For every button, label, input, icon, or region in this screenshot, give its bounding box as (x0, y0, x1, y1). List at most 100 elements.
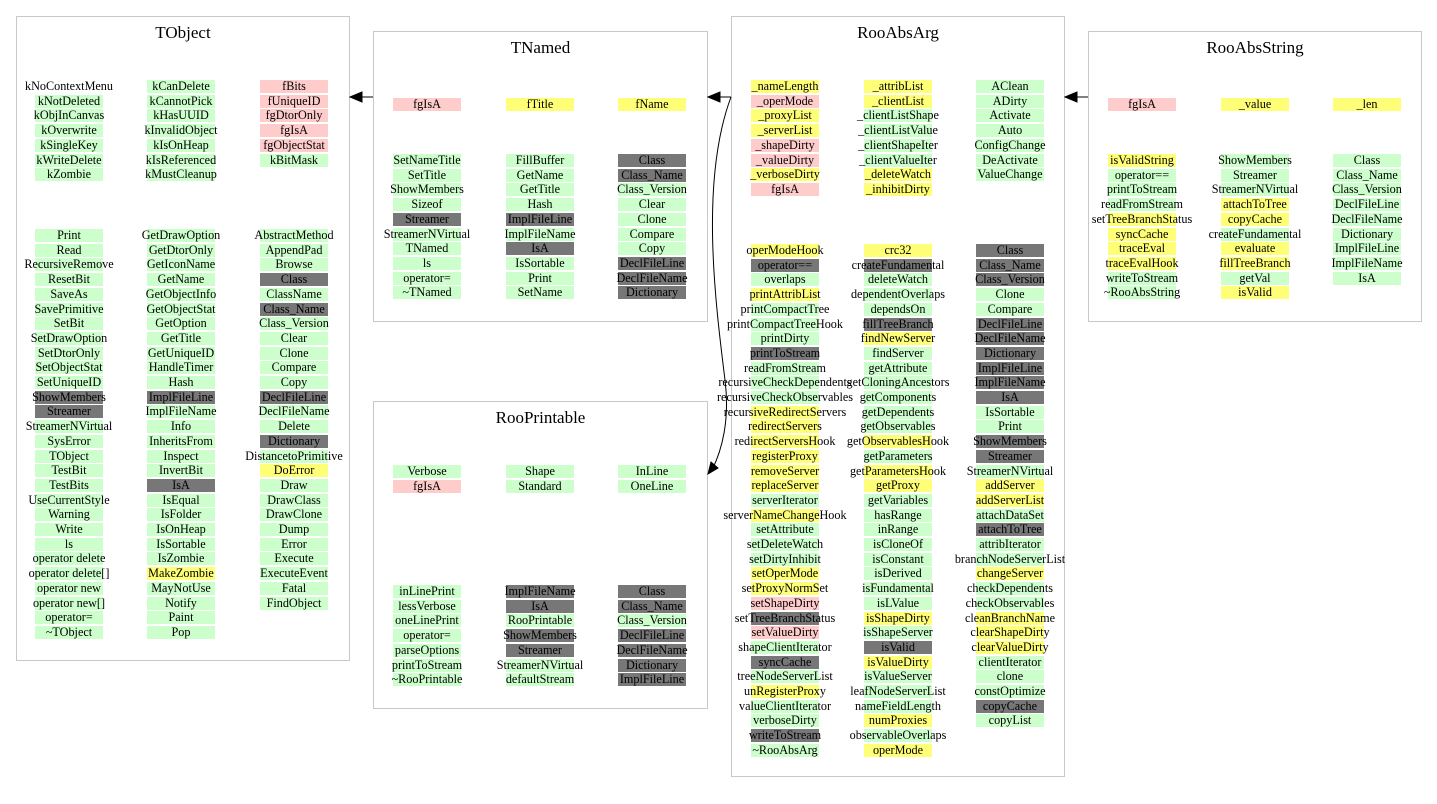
member-swatch (618, 599, 686, 613)
member-swatch (506, 271, 574, 285)
member-swatch (976, 567, 1044, 581)
member-rooabsstring-fgisa: fgIsA (1067, 98, 1217, 111)
member-swatch (35, 273, 103, 287)
member-rooabsarg-deletewatch: deleteWatch (823, 273, 973, 287)
member-tobject-isa: IsA (106, 478, 256, 492)
member-label: InLine (635, 464, 669, 478)
member-rooabsarg-addserverlist: addServerList (935, 493, 1085, 507)
member-label: ConfigChange (974, 137, 1046, 152)
member-swatch (1333, 271, 1401, 285)
member-swatch (147, 153, 215, 167)
member-label: Class_Name (621, 167, 683, 182)
member-label: DeclFileLine (619, 628, 685, 643)
member-label: Class (638, 584, 666, 598)
member-tobject-kisonheap: kIsOnHeap (106, 138, 256, 152)
member-label: IsSortable (515, 255, 565, 270)
member-swatch (976, 94, 1044, 108)
member-label: nameFieldLength (855, 698, 941, 713)
member-swatch (976, 168, 1044, 182)
member-label: Activate (989, 108, 1031, 123)
member-swatch (35, 434, 103, 448)
member-label: InheritsFrom (149, 433, 213, 448)
member-swatch (260, 229, 328, 242)
member-tobject-delete: Delete (219, 420, 369, 434)
member-swatch (393, 183, 461, 197)
member-swatch (751, 182, 819, 196)
member-swatch (864, 391, 932, 404)
member-swatch (260, 94, 328, 108)
member-label: DrawClone (265, 507, 323, 522)
member-swatch (260, 420, 328, 434)
member-label: DistancetoPrimitive (245, 448, 343, 463)
member-swatch (260, 361, 328, 375)
member-label: ImplFileLine (148, 389, 214, 404)
member-swatch (751, 567, 819, 581)
member-swatch (976, 655, 1044, 669)
member-rooabsarg-findserver: findServer (823, 346, 973, 360)
member-swatch (147, 361, 215, 375)
member-label: fgObjectStat (263, 137, 325, 152)
member-swatch (864, 109, 932, 123)
member-rooabsarg-verbosedirty: verboseDirty (710, 714, 860, 728)
member-swatch (1221, 198, 1289, 212)
member-rooabsstring-readfromstream: readFromStream (1067, 198, 1217, 212)
member-swatch (35, 258, 103, 272)
member-swatch (976, 302, 1044, 316)
member-label: DeclFileName (974, 331, 1046, 346)
member-rooabsarg-unregisterproxy: unRegisterProxy (710, 685, 860, 698)
member-swatch (147, 94, 215, 108)
member-label: DeclFileName (616, 270, 688, 285)
member-swatch (976, 640, 1044, 654)
member-swatch (506, 227, 574, 241)
member-rooabsstring-isvalid: isValid (1180, 286, 1330, 300)
member-tobject-warning: Warning (0, 508, 144, 522)
member-label: defaultStream (505, 672, 575, 687)
member-swatch (618, 673, 686, 687)
member-label: kOverwrite (41, 123, 97, 138)
member-label: getParametersHook (849, 463, 947, 478)
member-swatch (506, 479, 574, 493)
member-label: attachDataSet (976, 507, 1044, 522)
member-swatch (506, 154, 574, 167)
member-rooabsstring-class-version: Class_Version (1292, 182, 1437, 197)
member-label: AClean (991, 79, 1029, 93)
member-label: isShapeServer (863, 625, 933, 640)
member-tobject-clear: Clear (219, 331, 369, 345)
member-label: ADirty (992, 93, 1028, 108)
member-swatch (35, 420, 103, 434)
member-swatch (393, 242, 461, 256)
member-tobject-gettitle: GetTitle (106, 331, 256, 345)
member-label: Class_Name (979, 257, 1041, 272)
member-swatch (751, 168, 819, 182)
member-swatch (35, 94, 103, 108)
member-label: operator delete (32, 551, 106, 566)
member-swatch (35, 346, 103, 360)
member-rooprintable-class-version: Class_Version (577, 614, 727, 628)
member-tobject-class: Class (219, 273, 369, 287)
class-title: RooPrintable (495, 408, 586, 427)
member-label: _serverList (757, 123, 813, 138)
member-tnamed-hash: Hash (465, 198, 615, 212)
member-swatch (260, 552, 328, 566)
member-tobject-declfileline: DeclFileLine (219, 390, 369, 404)
member-swatch (260, 258, 328, 272)
member-rooabsstring-dictionary: Dictionary (1292, 227, 1437, 241)
member-swatch (751, 685, 819, 698)
member-tobject-class-version: Class_Version (219, 317, 369, 331)
member-label: getAttribute (868, 360, 928, 375)
member-tobject-usecurrentstyle: UseCurrentStyle (0, 493, 144, 507)
member-swatch (976, 244, 1044, 257)
member-tobject-print: Print (0, 229, 144, 242)
member-label: SysError (47, 433, 91, 448)
member-rooabsarg-copylist: copyList (935, 714, 1085, 728)
member-label: Class_Version (1332, 182, 1402, 197)
member-label: ImplFileLine (619, 672, 685, 687)
member-rooprintable-inline: InLine (577, 465, 727, 478)
member-label: ClassName (266, 286, 322, 301)
member-swatch (506, 286, 574, 300)
member-label: Compare (629, 226, 675, 241)
member-swatch (976, 685, 1044, 698)
member-rooabsarg-dependentoverlaps: dependentOverlaps (823, 288, 973, 302)
member-swatch (1333, 227, 1401, 241)
member-rooabsarg-attachdataset: attachDataSet (935, 507, 1085, 522)
